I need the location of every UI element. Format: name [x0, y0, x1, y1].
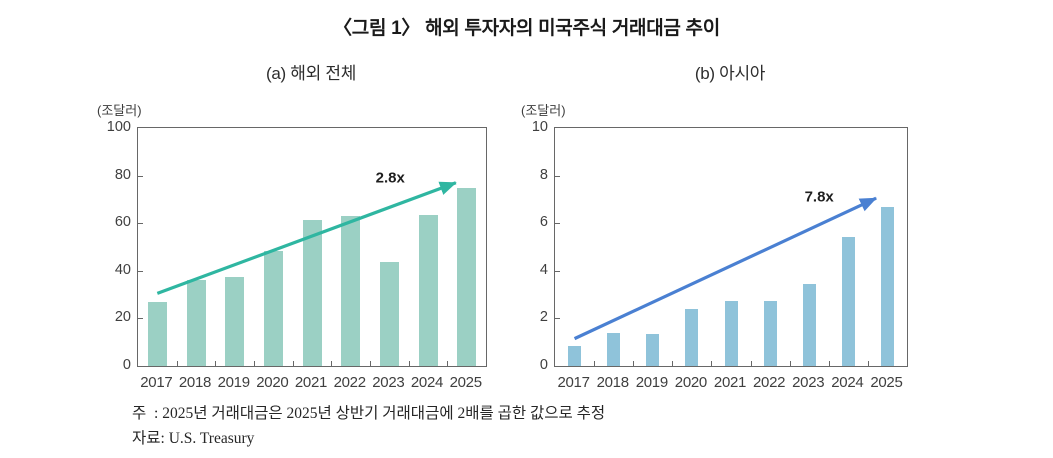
chart-b-subtitle: (b) 아시아 — [694, 64, 766, 83]
x-tick-mark — [408, 361, 410, 366]
chart-a-subtitle: (a) 해외 전체 — [265, 64, 357, 83]
y-tick-mark — [138, 223, 143, 225]
y-tick-mark — [555, 223, 560, 225]
x-tick-mark — [867, 361, 869, 366]
y-tick-mark — [555, 270, 560, 272]
y-tick-label: 10 — [531, 119, 548, 135]
y-tick-mark — [138, 318, 143, 320]
x-tick-mark — [594, 361, 596, 366]
y-tick-mark — [555, 318, 560, 320]
x-tick-mark — [215, 361, 217, 366]
trend-multiplier-label: 2.8x — [375, 169, 405, 187]
bar-2022 — [763, 300, 777, 366]
bar-2017 — [568, 345, 582, 366]
y-tick-mark — [138, 270, 143, 272]
y-tick-label: 6 — [539, 214, 548, 231]
y-tick-label: 0 — [122, 357, 131, 373]
x-tick-label: 2023 — [372, 374, 405, 391]
x-tick-label: 2024 — [831, 374, 864, 391]
bar-2021 — [724, 300, 738, 366]
bar-2024 — [841, 237, 855, 366]
x-tick-label: 2022 — [333, 374, 366, 391]
x-tick-label: 2025 — [449, 374, 482, 391]
y-tick-label: 2 — [539, 309, 548, 326]
x-tick-mark — [176, 361, 178, 366]
chart-b-plot-area — [554, 127, 908, 367]
x-tick-mark — [633, 361, 635, 366]
x-tick-label: 2021 — [294, 374, 328, 391]
x-tick-label: 2024 — [410, 374, 444, 391]
chart-b-y-axis-unit-label: (조달러) — [521, 103, 566, 118]
x-tick-label: 2018 — [596, 374, 629, 391]
bar-2023 — [802, 283, 816, 366]
x-tick-mark — [447, 361, 449, 366]
x-tick-label: 2021 — [713, 374, 747, 391]
x-tick-mark — [292, 361, 294, 366]
bar-2025 — [457, 187, 477, 366]
bar-2025 — [880, 206, 894, 366]
y-tick-label: 40 — [114, 261, 131, 278]
y-tick-label: 0 — [539, 357, 548, 373]
x-tick-label: 2020 — [674, 374, 707, 391]
x-tick-mark — [789, 361, 791, 366]
x-tick-label: 2023 — [792, 374, 825, 391]
x-tick-label: 2017 — [140, 374, 173, 391]
x-tick-mark — [254, 361, 255, 366]
y-tick-label: 100 — [106, 119, 131, 135]
x-tick-mark — [750, 361, 752, 366]
y-tick-mark — [138, 175, 143, 177]
y-tick-mark — [555, 175, 560, 177]
chart-b-bars — [555, 128, 907, 366]
bar-2019 — [646, 333, 660, 366]
chart-a-y-axis-unit-label: (조달러) — [97, 103, 142, 118]
x-tick-mark — [370, 361, 371, 366]
x-tick-mark — [828, 361, 830, 366]
y-tick-label: 4 — [539, 261, 548, 278]
bar-2018 — [186, 280, 206, 366]
bar-2017 — [147, 301, 167, 366]
x-tick-label: 2017 — [557, 374, 590, 391]
footnote-source: 자료: U.S. Treasury — [132, 430, 255, 447]
footnote-note: 주 : 2025년 거래대금은 2025년 상반기 거래대금에 2배를 곱한 값… — [132, 405, 606, 422]
y-tick-label: 60 — [114, 214, 131, 231]
x-tick-label: 2022 — [753, 374, 786, 391]
x-tick-label: 2025 — [870, 374, 903, 391]
y-tick-label: 8 — [539, 166, 548, 183]
x-tick-label: 2018 — [178, 374, 212, 391]
y-tick-label: 80 — [114, 166, 131, 183]
x-tick-mark — [331, 361, 333, 366]
chart-a-plot-area — [137, 127, 487, 367]
x-tick-label: 2019 — [217, 374, 250, 391]
figure-title: 〈그림 1〉 해외 투자자의 미국주식 거래대금 추이 — [333, 18, 720, 39]
bar-2018 — [607, 332, 621, 366]
x-tick-mark — [711, 361, 713, 366]
x-tick-label: 2019 — [635, 374, 668, 391]
x-tick-mark — [672, 361, 674, 366]
y-tick-label: 20 — [114, 309, 131, 326]
trend-multiplier-label: 7.8x — [804, 188, 834, 206]
bar-2019 — [225, 276, 245, 366]
x-tick-label: 2020 — [256, 374, 289, 391]
bar-2020 — [685, 308, 699, 366]
